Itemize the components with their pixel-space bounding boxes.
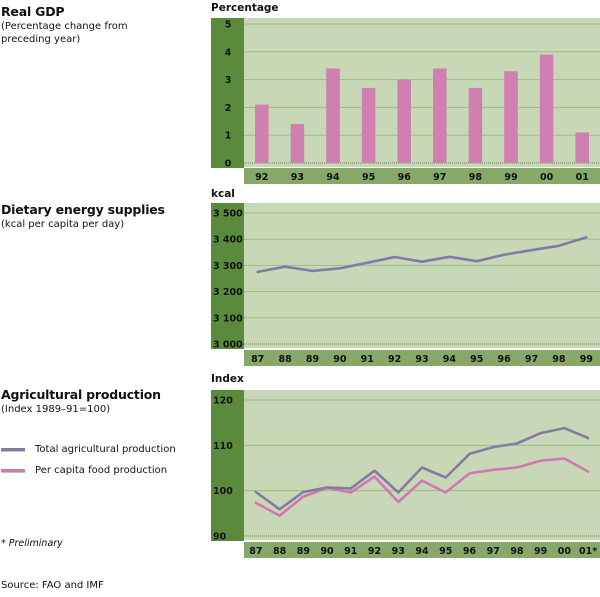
gdp-x-tick-label: 00 xyxy=(540,172,554,183)
gdp-x-tick-label: 99 xyxy=(504,172,517,183)
gdp-bar xyxy=(397,79,411,163)
agri-x-tick-label: 00 xyxy=(558,546,572,557)
legend-swatch-percapita xyxy=(1,468,25,473)
gdp-x-tick-label: 93 xyxy=(291,172,304,183)
gdp-x-tick-label: 96 xyxy=(398,172,412,183)
des-ylabel: kcal xyxy=(211,188,235,200)
agri-x-tick-label: 95 xyxy=(439,546,452,557)
des-subtitle: (kcal per capita per day) xyxy=(1,219,125,230)
gdp-ylabel: Percentage xyxy=(211,2,279,14)
agri-x-tick-label: 98 xyxy=(510,546,524,557)
des-y-tick-label: 3 400 xyxy=(213,235,243,246)
agri-x-tick-label: 87 xyxy=(249,546,262,557)
des-x-tick-label: 97 xyxy=(525,354,538,365)
des-y-tick-label: 3 300 xyxy=(213,261,243,272)
gdp-x-axis-band xyxy=(244,168,600,184)
gdp-y-tick-label: 4 xyxy=(225,47,232,58)
gdp-bar xyxy=(504,71,518,163)
des-x-tick-label: 96 xyxy=(498,354,512,365)
des-x-tick-label: 93 xyxy=(415,354,428,365)
gdp-x-tick-label: 94 xyxy=(326,172,340,183)
agri-x-tick-label: 93 xyxy=(392,546,405,557)
gdp-y-tick-label: 3 xyxy=(225,75,232,86)
gdp-bar xyxy=(468,87,483,163)
gdp-y-tick-label: 1 xyxy=(225,131,232,142)
des-x-axis-band xyxy=(244,350,600,366)
gdp-bar xyxy=(361,87,376,163)
des-y-tick-label: 3 500 xyxy=(213,209,243,220)
des-x-tick-label: 87 xyxy=(251,354,264,365)
agri-y-tick-label: 110 xyxy=(213,441,233,452)
agri-x-tick-label: 92 xyxy=(368,546,381,557)
gdp-bar xyxy=(575,132,589,163)
agri-title: Agricultural production xyxy=(1,387,161,402)
des-plot-area xyxy=(244,203,600,348)
agri-x-tick-label: 89 xyxy=(297,546,310,557)
legend-item-percapita: Per capita food production xyxy=(1,465,167,476)
agri-y-tick-label: 90 xyxy=(213,532,227,543)
agri-x-tick-label: 90 xyxy=(320,546,334,557)
gdp-subtitle-2: preceding year) xyxy=(1,34,81,45)
des-y-tick-label: 3 000 xyxy=(213,340,243,351)
des-x-tick-label: 89 xyxy=(306,354,319,365)
agri-y-tick-label: 120 xyxy=(213,396,233,407)
agri-plot-area xyxy=(244,390,600,540)
agri-x-tick-label: 94 xyxy=(415,546,429,557)
des-x-tick-label: 88 xyxy=(278,354,292,365)
agri-subtitle: (Index 1989–91=100) xyxy=(1,404,111,415)
des-x-tick-label: 91 xyxy=(361,354,374,365)
gdp-x-tick-label: 01 xyxy=(576,172,589,183)
legend-label-total: Total agricultural production xyxy=(35,444,176,455)
gdp-y-tick-label: 0 xyxy=(225,159,232,170)
gdp-y-axis-band xyxy=(211,18,244,168)
des-title: Dietary energy supplies xyxy=(1,202,165,217)
des-y-tick-label: 3 100 xyxy=(213,313,243,324)
des-x-tick-label: 94 xyxy=(443,354,457,365)
agri-x-tick-label: 88 xyxy=(273,546,287,557)
des-x-tick-label: 95 xyxy=(470,354,483,365)
gdp-subtitle-1: (Percentage change from xyxy=(1,21,128,32)
gdp-x-tick-label: 98 xyxy=(469,172,483,183)
des-x-tick-label: 99 xyxy=(580,354,593,365)
agri-x-tick-label: 91 xyxy=(344,546,357,557)
agri-chart: 90 100 110 120 87 88 89 90 91 92 93 94 95 96 97 98 99 00 0… xyxy=(211,390,600,558)
des-x-tick-label: 98 xyxy=(552,354,566,365)
agri-x-tick-label: 97 xyxy=(487,546,500,557)
agri-x-tick-label: 99 xyxy=(534,546,547,557)
agri-x-tick-label: 01* xyxy=(579,546,597,557)
gdp-bar xyxy=(255,104,269,163)
footnote: * Preliminary xyxy=(1,538,63,549)
gdp-bar xyxy=(290,124,305,163)
legend-label-percapita: Per capita food production xyxy=(35,465,168,476)
gdp-bar xyxy=(539,54,554,163)
agri-y-tick-label: 100 xyxy=(213,486,233,497)
agri-ylabel: Index xyxy=(211,373,244,385)
agri-x-tick-label: 96 xyxy=(463,546,477,557)
gdp-bar xyxy=(433,68,447,163)
gdp-y-tick-label: 2 xyxy=(225,103,232,114)
gdp-x-tick-label: 97 xyxy=(433,172,446,183)
gdp-bar xyxy=(326,68,340,163)
des-y-axis-band xyxy=(211,203,244,349)
des-y-tick-label: 3 200 xyxy=(213,287,243,298)
gdp-x-tick-label: 95 xyxy=(362,172,375,183)
des-x-tick-label: 90 xyxy=(333,354,347,365)
legend-swatch-total xyxy=(1,447,25,452)
des-chart: 3 000 3 100 3 200 3 300 3 400 3 500 87 88 89 90 91… xyxy=(211,203,600,366)
agri-x-axis-band xyxy=(244,542,600,558)
gdp-title: Real GDP xyxy=(1,4,65,19)
source-note: Source: FAO and IMF xyxy=(1,580,104,591)
des-x-tick-label: 92 xyxy=(388,354,401,365)
gdp-x-tick-label: 92 xyxy=(255,172,268,183)
gdp-y-tick-label: 5 xyxy=(225,20,232,31)
legend-item-total: Total agricultural production xyxy=(1,444,176,455)
agri-y-axis-band xyxy=(211,390,244,541)
